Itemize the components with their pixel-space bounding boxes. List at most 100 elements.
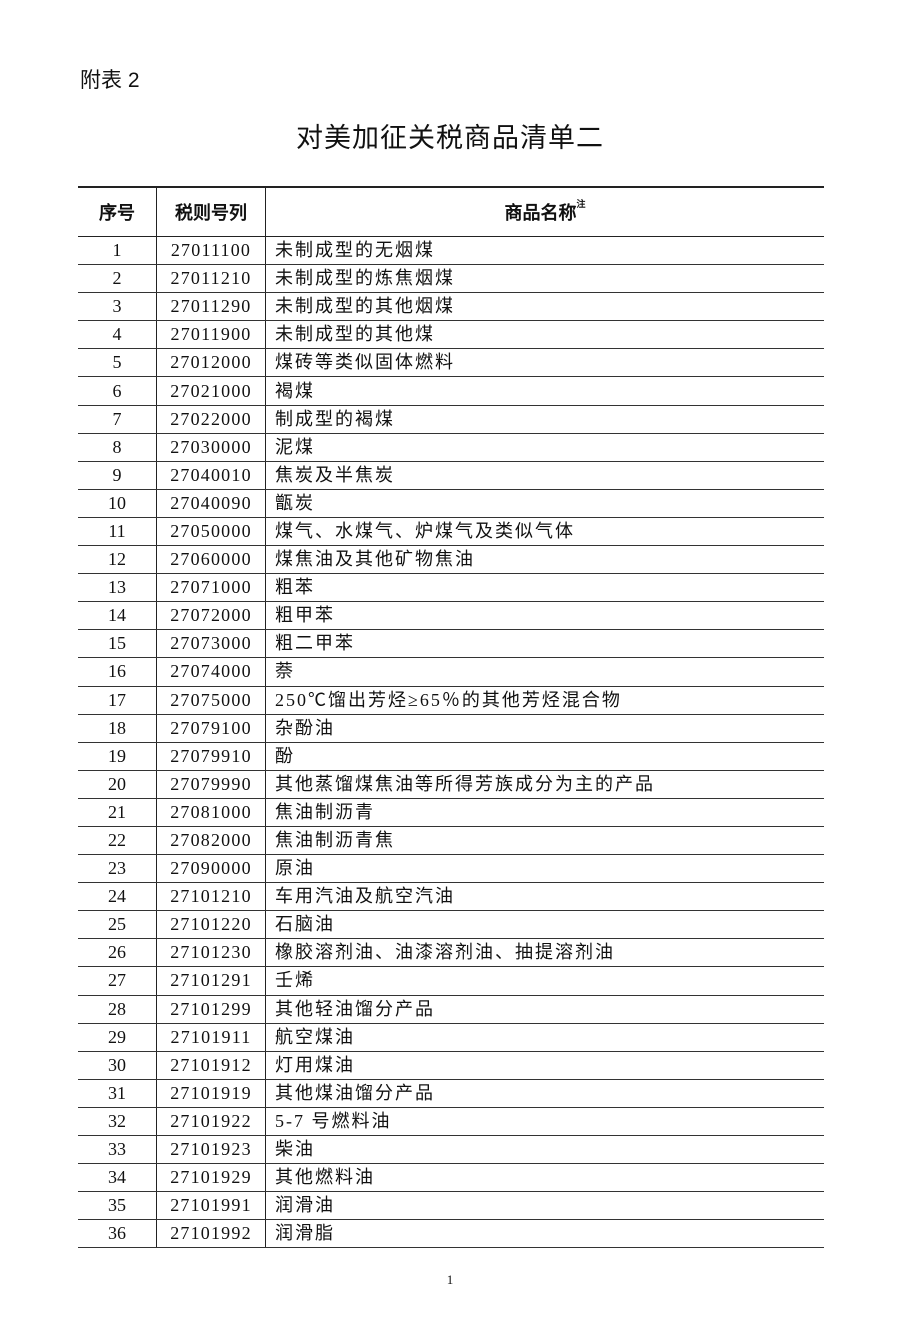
header-name-text: 商品名称 xyxy=(504,203,577,223)
row-index: 19 xyxy=(78,742,157,771)
row-name: 航空煤油 xyxy=(265,1023,824,1052)
row-name: 粗甲苯 xyxy=(265,601,824,631)
row-index: 11 xyxy=(78,517,157,547)
row-index: 18 xyxy=(78,714,157,743)
row-name: 润滑脂 xyxy=(265,1219,824,1249)
row-code: 27079100 xyxy=(156,714,266,743)
row-name: 未制成型的无烟煤 xyxy=(265,236,824,266)
row-name: 煤气、水煤气、炉煤气及类似气体 xyxy=(265,517,824,547)
row-name: 煤砖等类似固体燃料 xyxy=(265,348,824,378)
row-name: 原油 xyxy=(265,854,824,884)
row-code: 27101923 xyxy=(156,1135,266,1165)
row-index: 5 xyxy=(78,348,157,378)
row-name: 萘 xyxy=(265,657,824,687)
table-row: 8 27030000 泥煤 xyxy=(78,433,824,462)
row-name: 焦炭及半焦炭 xyxy=(265,461,824,490)
row-index: 34 xyxy=(78,1163,157,1193)
row-code: 27090000 xyxy=(156,854,266,884)
row-name: 灯用煤油 xyxy=(265,1051,824,1080)
row-code: 27101992 xyxy=(156,1219,266,1249)
row-code: 27050000 xyxy=(156,517,266,547)
row-code: 27030000 xyxy=(156,433,266,462)
row-index: 4 xyxy=(78,320,157,350)
row-code: 27073000 xyxy=(156,629,266,659)
table-row: 2 27011210 未制成型的炼焦烟煤 xyxy=(78,264,824,294)
table-row: 35 27101991 润滑油 xyxy=(78,1191,824,1221)
table-row: 7 27022000 制成型的褐煤 xyxy=(78,405,824,434)
table-row: 13 27071000 粗苯 xyxy=(78,573,824,603)
row-code: 27011900 xyxy=(156,320,266,350)
row-code: 27040010 xyxy=(156,461,266,490)
row-code: 27012000 xyxy=(156,348,266,378)
row-code: 27079910 xyxy=(156,742,266,771)
row-code: 27060000 xyxy=(156,545,266,575)
row-index: 26 xyxy=(78,938,157,968)
row-index: 28 xyxy=(78,995,157,1024)
row-code: 27082000 xyxy=(156,826,266,856)
row-code: 27081000 xyxy=(156,798,266,827)
row-index: 3 xyxy=(78,292,157,322)
table-row: 1 27011100 未制成型的无烟煤 xyxy=(78,236,824,266)
header-name-note: 注 xyxy=(576,199,586,209)
table-row: 17 27075000 250℃馏出芳烃≥65％的其他芳烃混合物 xyxy=(78,686,824,715)
row-name: 石脑油 xyxy=(265,910,824,940)
table-row: 32 27101922 5-7 号燃料油 xyxy=(78,1107,824,1137)
table-row: 26 27101230 橡胶溶剂油、油漆溶剂油、抽提溶剂油 xyxy=(78,938,824,968)
header-code: 税则号列 xyxy=(156,186,266,237)
table-row: 19 27079910 酚 xyxy=(78,742,824,771)
row-code: 27101991 xyxy=(156,1191,266,1221)
row-index: 22 xyxy=(78,826,157,856)
table-row: 6 27021000 褐煤 xyxy=(78,376,824,406)
row-index: 24 xyxy=(78,882,157,912)
table-row: 25 27101220 石脑油 xyxy=(78,910,824,940)
table-row: 22 27082000 焦油制沥青焦 xyxy=(78,826,824,856)
row-name: 未制成型的炼焦烟煤 xyxy=(265,264,824,294)
row-index: 16 xyxy=(78,657,157,687)
row-name: 酚 xyxy=(265,742,824,771)
row-index: 35 xyxy=(78,1191,157,1221)
table-row: 31 27101919 其他煤油馏分产品 xyxy=(78,1079,824,1108)
table-row: 16 27074000 萘 xyxy=(78,657,824,687)
row-name: 250℃馏出芳烃≥65％的其他芳烃混合物 xyxy=(265,686,824,715)
row-code: 27079990 xyxy=(156,770,266,799)
row-index: 33 xyxy=(78,1135,157,1165)
row-name: 杂酚油 xyxy=(265,714,824,743)
table-row: 33 27101923 柴油 xyxy=(78,1135,824,1165)
row-code: 27101912 xyxy=(156,1051,266,1080)
table-header-row: 序号 税则号列 商品名称注 xyxy=(78,186,824,237)
header-name: 商品名称注 xyxy=(265,186,824,237)
row-name: 焦油制沥青焦 xyxy=(265,826,824,856)
row-name: 粗苯 xyxy=(265,573,824,603)
row-code: 27101291 xyxy=(156,966,266,996)
row-code: 27074000 xyxy=(156,657,266,687)
row-index: 20 xyxy=(78,770,157,799)
row-name: 其他煤油馏分产品 xyxy=(265,1079,824,1108)
row-code: 27101230 xyxy=(156,938,266,968)
table-row: 27 27101291 壬烯 xyxy=(78,966,824,996)
row-name: 粗二甲苯 xyxy=(265,629,824,659)
row-index: 12 xyxy=(78,545,157,575)
row-name: 柴油 xyxy=(265,1135,824,1165)
table-row: 24 27101210 车用汽油及航空汽油 xyxy=(78,882,824,912)
table-row: 20 27079990 其他蒸馏煤焦油等所得芳族成分为主的产品 xyxy=(78,770,824,799)
row-index: 6 xyxy=(78,376,157,406)
row-code: 27011100 xyxy=(156,236,266,266)
row-name: 未制成型的其他烟煤 xyxy=(265,292,824,322)
row-name: 褐煤 xyxy=(265,376,824,406)
row-code: 27101929 xyxy=(156,1163,266,1193)
row-name: 其他蒸馏煤焦油等所得芳族成分为主的产品 xyxy=(265,770,824,799)
row-name: 橡胶溶剂油、油漆溶剂油、抽提溶剂油 xyxy=(265,938,824,968)
table-row: 12 27060000 煤焦油及其他矿物焦油 xyxy=(78,545,824,575)
row-index: 32 xyxy=(78,1107,157,1137)
row-name: 泥煤 xyxy=(265,433,824,462)
table-row: 34 27101929 其他燃料油 xyxy=(78,1163,824,1193)
row-index: 23 xyxy=(78,854,157,884)
row-index: 29 xyxy=(78,1023,157,1052)
table-row: 10 27040090 甑炭 xyxy=(78,489,824,518)
table-row: 30 27101912 灯用煤油 xyxy=(78,1051,824,1080)
row-code: 27101220 xyxy=(156,910,266,940)
table-row: 5 27012000 煤砖等类似固体燃料 xyxy=(78,348,824,378)
row-index: 2 xyxy=(78,264,157,294)
row-code: 27022000 xyxy=(156,405,266,434)
header-index: 序号 xyxy=(78,186,157,237)
